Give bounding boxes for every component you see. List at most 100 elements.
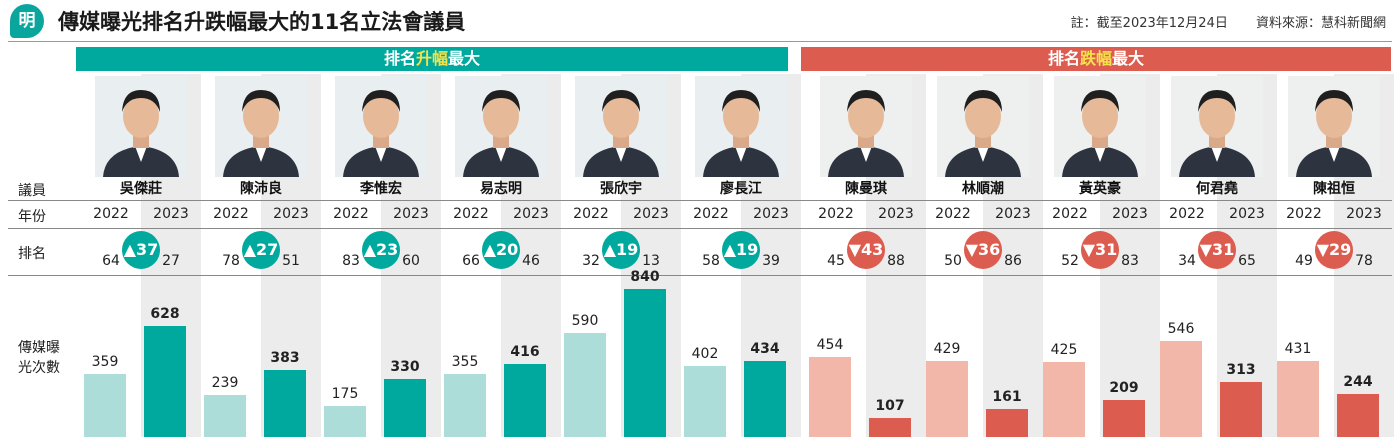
year-label: 2022 <box>573 206 609 222</box>
member-name: 張欣宇 <box>600 181 642 197</box>
rank-2022: 66 <box>462 253 480 269</box>
divider-rank-bottom <box>8 275 1392 276</box>
rank-change-badge: ▼36 <box>964 231 1002 269</box>
header-rule <box>8 41 1392 42</box>
banner-down: 排名跌幅最大 <box>801 47 1391 71</box>
bar-2023 <box>504 363 546 437</box>
bar-2023 <box>144 326 186 437</box>
year-label: 2023 <box>878 206 914 222</box>
rank-2022: 32 <box>582 253 600 269</box>
bar-2022 <box>1277 361 1319 437</box>
rank-2022: 58 <box>702 253 720 269</box>
bar-2022 <box>204 394 246 437</box>
bar-2022 <box>324 406 366 437</box>
value-label-2022: 359 <box>91 353 119 370</box>
member-name: 林順潮 <box>962 181 1004 197</box>
divider-year-bottom <box>8 228 1392 229</box>
rank-2023: 39 <box>762 253 780 269</box>
row-label-year: 年份 <box>18 209 46 225</box>
banner-up: 排名升幅最大 <box>76 47 788 71</box>
bar-2022 <box>84 373 126 437</box>
year-label: 2023 <box>1346 206 1382 222</box>
member-photo <box>335 76 427 177</box>
row-label-exposure: 傳媒曝光次數 <box>18 340 60 376</box>
value-label-2022: 546 <box>1167 320 1195 337</box>
member-photo <box>1288 76 1380 177</box>
member-name: 李惟宏 <box>360 181 402 197</box>
divider-year-top <box>8 200 1392 201</box>
value-label-2023: 628 <box>150 306 180 323</box>
value-label-2023: 383 <box>270 349 300 366</box>
rank-2022: 34 <box>1178 253 1196 269</box>
member-name: 何君堯 <box>1196 181 1238 197</box>
rank-change-badge: ▲19 <box>722 231 760 269</box>
row-label-member: 議員 <box>18 183 46 199</box>
bar-2022 <box>684 366 726 437</box>
value-label-2023: 161 <box>992 388 1022 405</box>
bar-2023 <box>624 289 666 437</box>
member-photo <box>95 76 187 177</box>
bar-2023 <box>1337 394 1379 437</box>
year-label: 2022 <box>1169 206 1205 222</box>
banner-up-text-a: 排名 <box>383 49 416 68</box>
member-name: 黃英豪 <box>1079 181 1121 197</box>
member-photo <box>937 76 1029 177</box>
rank-2022: 45 <box>827 253 845 269</box>
value-label-2023: 313 <box>1226 361 1256 378</box>
banner-down-text-b: 最大 <box>1112 49 1145 68</box>
bar-2023 <box>384 378 426 437</box>
year-label: 2022 <box>1286 206 1322 222</box>
value-label-2023: 244 <box>1343 374 1373 390</box>
year-label: 2023 <box>753 206 789 222</box>
value-label-2023: 107 <box>875 398 905 415</box>
year-label: 2023 <box>995 206 1031 222</box>
rank-2023: 65 <box>1238 253 1256 269</box>
rank-change-badge: ▲27 <box>242 231 280 269</box>
header-notes: 註：截至2023年12月24日 資料來源：慧科新聞網 <box>1047 12 1386 31</box>
banner-up-highlight: 升幅 <box>415 49 448 68</box>
date-note: 註：截至2023年12月24日 <box>1070 16 1228 31</box>
year-label: 2022 <box>693 206 729 222</box>
year-label: 2022 <box>818 206 854 222</box>
year-label: 2022 <box>453 206 489 222</box>
bar-2023 <box>264 369 306 437</box>
logo: 明 <box>10 4 44 38</box>
year-label: 2023 <box>633 206 669 222</box>
year-label: 2022 <box>333 206 369 222</box>
year-label: 2023 <box>1112 206 1148 222</box>
row-label-rank: 排名 <box>18 246 46 262</box>
year-label: 2022 <box>93 206 129 222</box>
header: 明 傳媒曝光排名升跌幅最大的11名立法會議員 註：截至2023年12月24日 資… <box>0 0 1400 42</box>
rank-change-badge: ▼31 <box>1198 231 1236 269</box>
rank-2022: 49 <box>1295 253 1313 269</box>
rank-2023: 78 <box>1355 253 1373 269</box>
year-label: 2022 <box>213 206 249 222</box>
source-note: 資料來源：慧科新聞網 <box>1255 16 1386 31</box>
bar-2022 <box>564 333 606 437</box>
bar-2022 <box>1043 362 1085 437</box>
rank-2023: 60 <box>402 253 420 269</box>
bar-2023 <box>1220 381 1262 437</box>
value-label-2022: 429 <box>933 341 961 358</box>
value-label-2022: 454 <box>816 337 844 353</box>
bar-2022 <box>809 357 851 437</box>
member-photo <box>695 76 787 177</box>
member-photo <box>215 76 307 177</box>
year-label: 2023 <box>1229 206 1265 222</box>
value-label-2022: 590 <box>571 313 599 330</box>
rank-2022: 50 <box>944 253 962 269</box>
year-label: 2023 <box>153 206 189 222</box>
bar-2023 <box>744 360 786 437</box>
value-label-2022: 239 <box>211 374 239 391</box>
member-photo <box>1054 76 1146 177</box>
value-label-2023: 434 <box>750 340 780 357</box>
member-name: 廖長江 <box>720 181 762 197</box>
rank-2022: 78 <box>222 253 240 269</box>
banner-down-text-a: 排名 <box>1047 49 1080 68</box>
rank-2023: 86 <box>1004 253 1022 269</box>
member-name: 易志明 <box>480 181 522 197</box>
year-label: 2023 <box>513 206 549 222</box>
rank-change-badge: ▲20 <box>482 231 520 269</box>
bar-2022 <box>444 374 486 437</box>
rank-change-badge: ▲37 <box>122 231 160 269</box>
